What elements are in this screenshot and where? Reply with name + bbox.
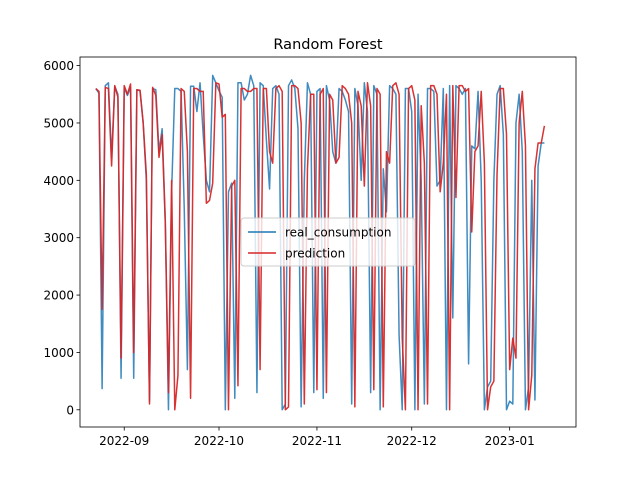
x-tick-label: 2023-01 — [485, 434, 535, 448]
axes-layer: 0 1000 2000 3000 4000 5000 6000 2022-09 2022-10 2… — [43, 56, 577, 448]
plot-frame — [79, 56, 577, 428]
y-tick-label: 0 — [66, 403, 74, 417]
y-tick-label: 1000 — [43, 346, 74, 360]
y-tick-label: 5000 — [43, 116, 74, 130]
y-tick-label: 2000 — [43, 289, 74, 303]
legend-label-real-consumption: real_consumption — [285, 226, 391, 240]
legend: real_consumption prediction — [240, 217, 416, 267]
y-tick-label: 4000 — [43, 174, 74, 188]
x-tick-label: 2022-12 — [387, 434, 437, 448]
x-tick-label: 2022-11 — [292, 434, 342, 448]
series-line-prediction — [95, 82, 546, 411]
x-tick-label: 2022-10 — [194, 434, 244, 448]
series-layer — [95, 74, 546, 411]
y-tick-label: 3000 — [43, 231, 74, 245]
legend-box — [240, 217, 416, 267]
x-tick-label: 2022-09 — [99, 434, 149, 448]
legend-label-prediction: prediction — [285, 247, 345, 261]
chart-title: Random Forest — [273, 37, 382, 53]
y-tick-label: 6000 — [43, 59, 74, 73]
